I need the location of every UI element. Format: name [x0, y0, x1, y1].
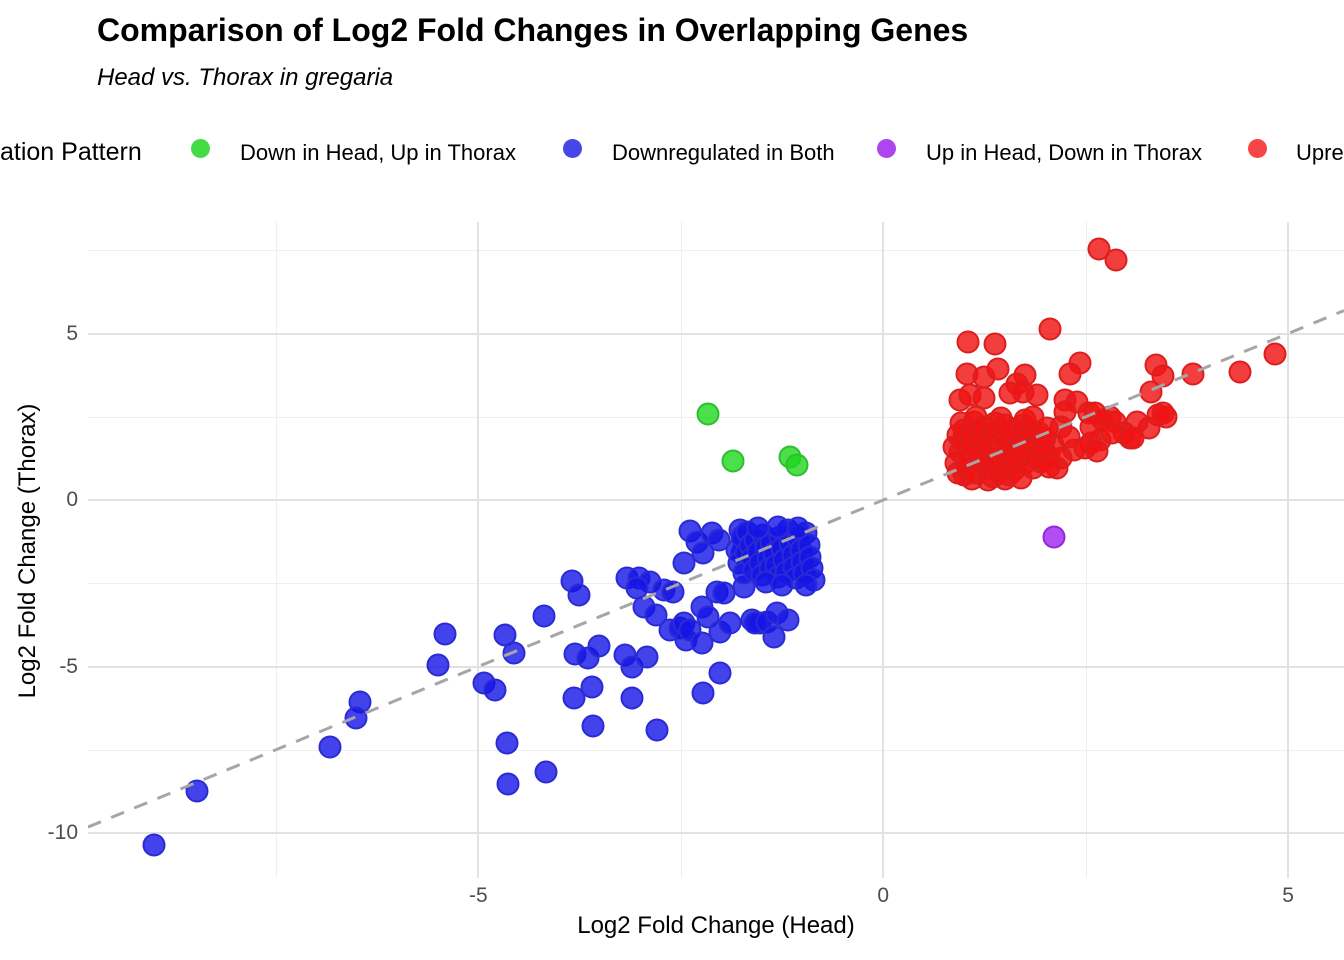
data-point	[690, 631, 714, 655]
data-point	[495, 731, 519, 755]
y-tick-label: 0	[66, 488, 78, 512]
data-point	[691, 681, 715, 705]
legend-title: ation Pattern	[0, 138, 142, 166]
data-point	[696, 402, 720, 426]
x-tick-label: -5	[468, 884, 488, 907]
data-point	[956, 330, 980, 354]
x-axis-title: Log2 Fold Change (Head)	[577, 912, 855, 939]
legend-label-up-head-down-thorax: Up in Head, Down in Thorax	[926, 140, 1202, 165]
data-point	[983, 332, 1007, 356]
gridline-x-major	[1287, 222, 1290, 878]
gridline-y-major	[88, 832, 1344, 835]
data-point	[496, 772, 520, 796]
legend-key-red-dot-icon	[1248, 139, 1267, 158]
data-point	[986, 357, 1010, 381]
gridline-y-major	[88, 332, 1344, 335]
data-point	[1037, 455, 1061, 479]
gridline-y-minor	[88, 749, 1344, 751]
legend-label-upregulated: Upre	[1296, 140, 1344, 165]
data-point	[1038, 317, 1062, 341]
data-point	[318, 735, 342, 759]
data-point	[562, 686, 586, 710]
data-point	[620, 686, 644, 710]
x-tick-label: 0	[877, 884, 890, 907]
plot-panel	[88, 222, 1344, 878]
data-point	[142, 833, 166, 857]
data-point	[785, 453, 809, 477]
x-tick-label: 5	[1282, 884, 1294, 907]
legend-label-down-head-up-thorax: Down in Head, Up in Thorax	[240, 140, 516, 165]
y-tick-label: -5	[59, 654, 78, 678]
data-point	[770, 573, 794, 597]
data-point	[1181, 362, 1205, 385]
legend-label-downregulated-both: Downregulated in Both	[612, 140, 835, 165]
data-point	[1104, 248, 1128, 272]
data-point	[1085, 439, 1109, 463]
data-point	[534, 760, 558, 784]
data-point	[776, 608, 800, 632]
data-point	[672, 551, 696, 575]
gridline-x-major	[882, 222, 885, 878]
data-point	[746, 516, 770, 540]
data-point	[1121, 426, 1145, 450]
data-point	[532, 604, 556, 628]
y-tick-label: -10	[47, 821, 78, 845]
data-point	[661, 580, 685, 604]
legend-key-purple-dot-icon	[877, 139, 896, 158]
gridline-x-minor	[1085, 222, 1087, 878]
y-tick-label: 5	[66, 321, 78, 345]
data-point	[786, 516, 810, 540]
legend: ation Pattern Down in Head, Up in Thorax…	[0, 134, 1344, 172]
data-point	[708, 661, 732, 685]
data-point	[426, 653, 450, 677]
data-point	[344, 706, 368, 730]
data-point	[587, 634, 611, 658]
chart-title: Comparison of Log2 Fold Changes in Overl…	[97, 12, 969, 48]
y-axis-title: Log2 Fold Change (Thorax)	[14, 403, 41, 699]
data-point	[1042, 525, 1066, 549]
data-point	[1151, 401, 1175, 425]
data-point	[567, 583, 591, 607]
data-point	[483, 678, 507, 702]
gridline-x-minor	[680, 222, 682, 878]
chart-subtitle: Head vs. Thorax in gregaria	[97, 64, 394, 91]
data-point	[1263, 342, 1287, 366]
legend-key-blue-dot-icon	[563, 139, 582, 158]
gridline-y-minor	[88, 250, 1344, 252]
identity-reference-line	[88, 309, 1344, 829]
data-point	[1058, 362, 1082, 385]
data-point	[635, 645, 659, 669]
data-point	[794, 573, 818, 597]
gridline-x-minor	[275, 222, 277, 878]
data-point	[762, 625, 786, 649]
data-point	[433, 622, 457, 646]
data-point	[721, 449, 745, 473]
data-point	[580, 675, 604, 699]
data-point	[1228, 360, 1252, 384]
gridline-x-major	[477, 222, 480, 878]
data-point	[645, 718, 669, 742]
gridline-y-major	[88, 499, 1344, 502]
data-point	[581, 714, 605, 738]
legend-key-green-dot-icon	[191, 139, 210, 158]
